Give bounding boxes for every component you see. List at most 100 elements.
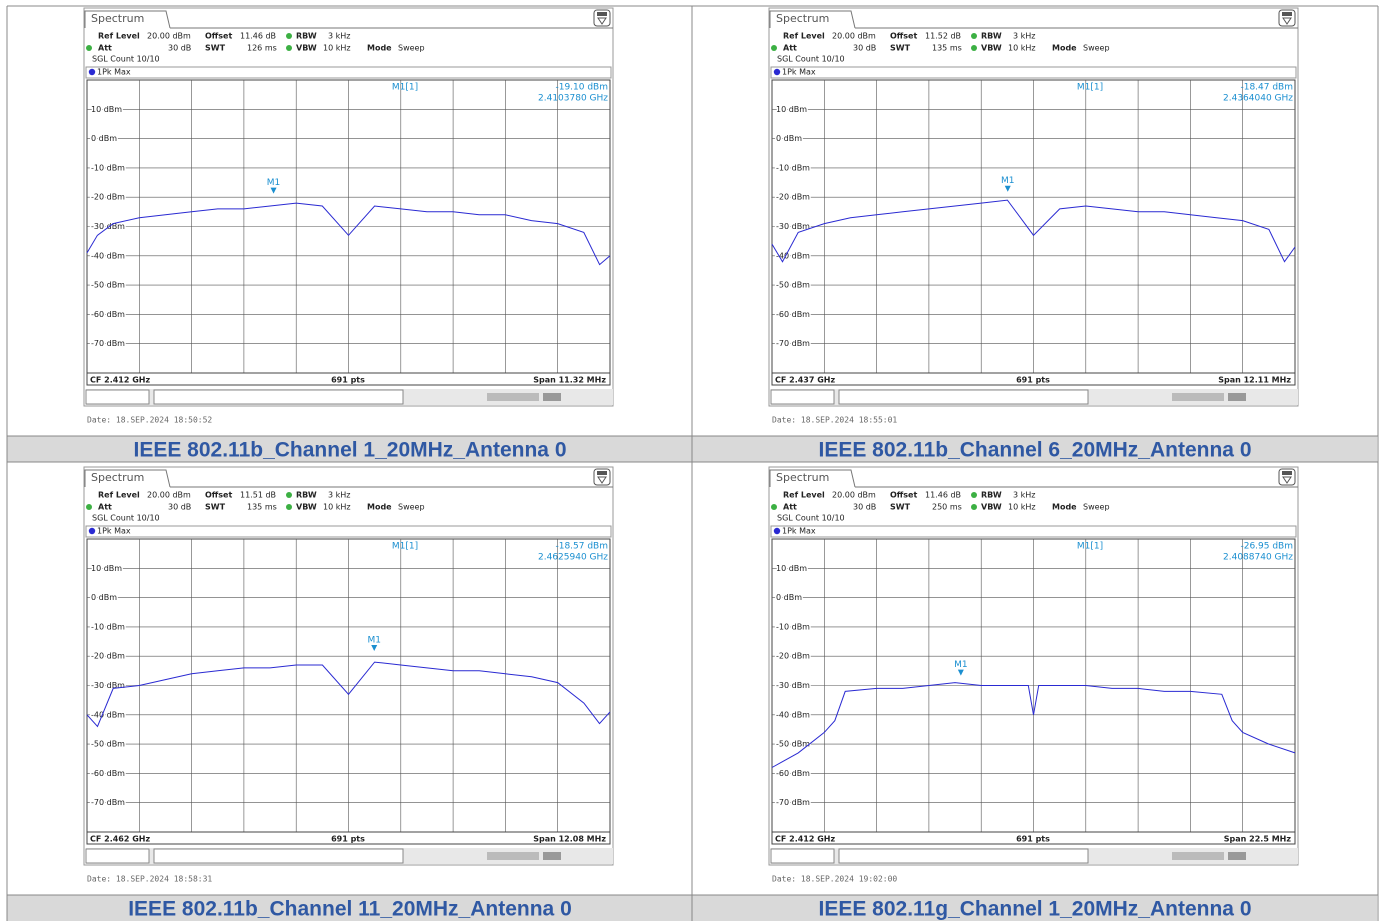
y-tick-label: -40 dBm — [91, 251, 125, 260]
caption: IEEE 802.11b_Channel 6_20MHz_Antenna 0 — [818, 439, 1251, 462]
span: Span 12.11 MHz — [1218, 376, 1291, 385]
trace — [86, 661, 611, 728]
setting-value: 3 kHz — [1013, 491, 1035, 500]
setting-value: 20.00 dBm — [147, 491, 191, 500]
span: Span 11.32 MHz — [533, 376, 606, 385]
y-tick-label: -20 dBm — [776, 193, 810, 202]
setting-value: Sweep — [1083, 44, 1110, 53]
setting-label: RBW — [296, 491, 317, 500]
marker-level: -19.10 dBm — [555, 83, 608, 93]
marker — [1004, 185, 1011, 192]
y-tick-label: 0 dBm — [91, 593, 117, 602]
marker-name: M1[1] — [1077, 83, 1103, 93]
y-tick-label: -20 dBm — [91, 652, 125, 661]
setting-value: 30 dB — [168, 503, 191, 512]
footer-bar — [771, 372, 1296, 386]
status-indicator — [487, 393, 539, 401]
setting-value: 20.00 dBm — [832, 491, 876, 500]
span: Span 12.08 MHz — [533, 835, 606, 844]
marker-level: -18.47 dBm — [1240, 83, 1293, 93]
marker-level: -26.95 dBm — [1240, 542, 1293, 552]
marker-label: M1 — [954, 660, 968, 670]
status-indicator — [1172, 852, 1224, 860]
setting-label: Offset — [205, 32, 232, 41]
center-frequency: CF 2.412 GHz — [90, 376, 150, 385]
sweep-count: SGL Count 10/10 — [777, 55, 845, 64]
caption: IEEE 802.11b_Channel 1_20MHz_Antenna 0 — [133, 439, 566, 462]
setting-label: Mode — [367, 44, 392, 53]
marker-level: -18.57 dBm — [555, 542, 608, 552]
status-dot — [86, 504, 92, 510]
status-dot — [971, 45, 977, 51]
setting-label: Mode — [367, 503, 392, 512]
tab — [769, 469, 856, 488]
setting-value: 3 kHz — [1013, 32, 1035, 41]
status-dot — [286, 492, 292, 498]
setting-value: 11.52 dB — [925, 32, 961, 41]
y-tick-label: -60 dBm — [91, 310, 125, 319]
status-box — [770, 848, 835, 864]
tab-title: Spectrum — [776, 12, 829, 25]
y-tick-label: -30 dBm — [91, 222, 125, 231]
y-tick-label: -50 dBm — [91, 740, 125, 749]
status-indicator — [1228, 852, 1246, 860]
y-tick-label: -50 dBm — [91, 281, 125, 290]
point-count: 691 pts — [1016, 376, 1050, 385]
y-tick-label: -60 dBm — [776, 769, 810, 778]
menu-icon-arrow — [1282, 17, 1292, 25]
marker-label: M1 — [367, 636, 381, 646]
marker-label: M1 — [267, 178, 281, 188]
tab — [84, 469, 171, 488]
center-frequency: CF 2.412 GHz — [775, 835, 835, 844]
tab-title: Spectrum — [91, 471, 144, 484]
tab-title: Spectrum — [776, 471, 829, 484]
tab — [769, 10, 856, 29]
center-frequency: CF 2.462 GHz — [90, 835, 150, 844]
legend-label: 1Pk Max — [782, 68, 816, 77]
setting-label: Att — [98, 44, 112, 53]
sweep-count: SGL Count 10/10 — [92, 514, 160, 523]
setting-value: 20.00 dBm — [147, 32, 191, 41]
status-box — [153, 848, 404, 864]
setting-label: RBW — [981, 32, 1002, 41]
marker — [270, 187, 277, 194]
setting-value: 30 dB — [168, 44, 191, 53]
status-box — [153, 389, 404, 405]
spectrum-panel: Spectrum Ref Level 20.00 dBm Offset 11.52 dB… — [692, 7, 1377, 462]
setting-value: 250 ms — [932, 503, 962, 512]
setting-value: 135 ms — [932, 44, 962, 53]
setting-label: Ref Level — [98, 491, 140, 500]
marker — [371, 645, 378, 652]
y-tick-label: 0 dBm — [776, 593, 802, 602]
y-tick-label: 0 dBm — [91, 134, 117, 143]
setting-label: VBW — [296, 503, 317, 512]
menu-icon-arrow — [597, 476, 607, 484]
legend-dot — [773, 527, 781, 535]
trace — [771, 682, 1296, 768]
status-dot — [971, 504, 977, 510]
setting-label: RBW — [296, 32, 317, 41]
legend-dot — [88, 527, 96, 535]
date: Date: 18.SEP.2024 18:55:01 — [772, 416, 897, 425]
legend-label: 1Pk Max — [97, 527, 131, 536]
y-tick-label: 10 dBm — [776, 105, 807, 114]
trace-bar — [770, 66, 1297, 79]
trace — [771, 199, 1296, 263]
date: Date: 18.SEP.2024 18:50:52 — [87, 416, 212, 425]
trace-bar — [770, 525, 1297, 538]
setting-value: 3 kHz — [328, 491, 350, 500]
setting-value: Sweep — [398, 503, 425, 512]
y-tick-label: -60 dBm — [776, 310, 810, 319]
setting-label: SWT — [205, 503, 226, 512]
y-tick-label: -30 dBm — [91, 681, 125, 690]
caption: IEEE 802.11g_Channel 1_20MHz_Antenna 0 — [818, 898, 1251, 921]
menu-icon-bar — [597, 12, 607, 16]
marker-name: M1[1] — [392, 542, 418, 552]
trace-bar — [85, 66, 612, 79]
setting-label: SWT — [890, 44, 911, 53]
date: Date: 18.SEP.2024 19:02:00 — [772, 875, 897, 884]
spectrum-panel: Spectrum Ref Level 20.00 dBm Offset 11.51 dB… — [7, 466, 692, 921]
setting-value: 10 kHz — [1008, 44, 1036, 53]
footer-bar — [771, 831, 1296, 845]
spectrum-panel: Spectrum Ref Level 20.00 dBm Offset 11.46 dB… — [692, 466, 1377, 921]
